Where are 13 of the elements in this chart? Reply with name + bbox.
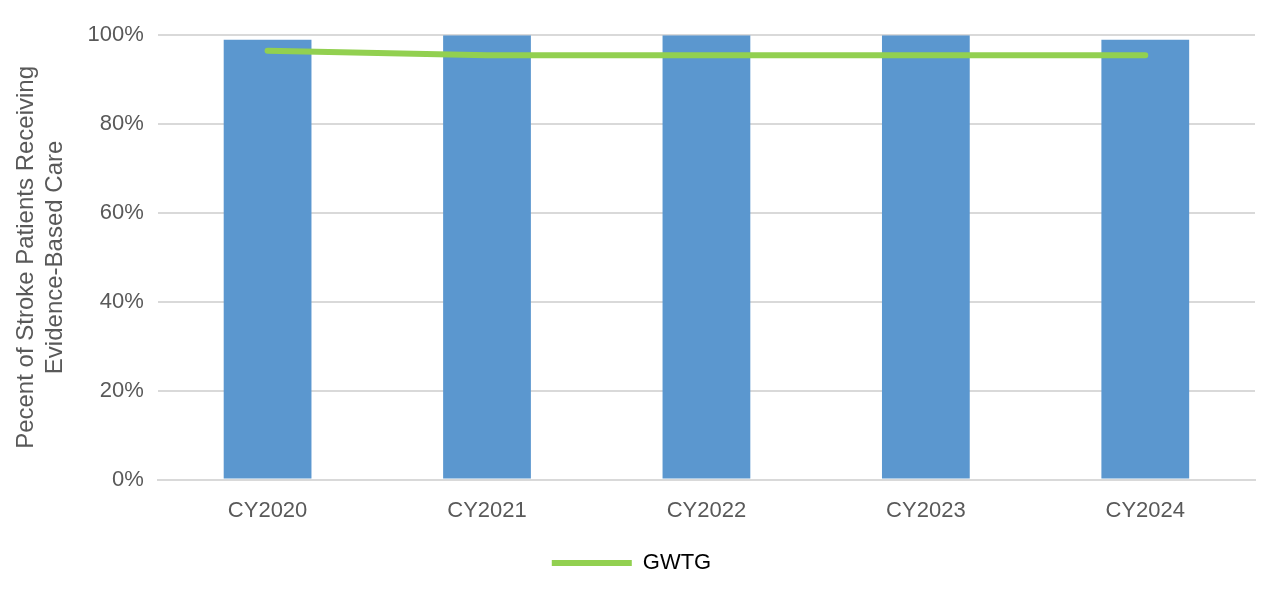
y-tick-label: 0% xyxy=(112,465,144,491)
y-tick-label: 100% xyxy=(87,21,144,47)
x-tick-label: CY2023 xyxy=(886,496,966,522)
y-axis-title: Pecent of Stroke Patients Receiving Evidence-Based Care xyxy=(11,65,67,449)
x-tick-label: CY2021 xyxy=(447,496,527,522)
legend-label: GWTG xyxy=(642,549,712,575)
x-tick-label: CY2022 xyxy=(666,496,747,522)
x-tick-label: CY2024 xyxy=(1105,496,1186,522)
x-tick-label: CY2020 xyxy=(227,496,308,522)
y-tick-label: 20% xyxy=(99,376,144,402)
y-tick-label: 40% xyxy=(99,287,144,313)
y-tick-label: 80% xyxy=(99,110,144,136)
y-tick-label: 60% xyxy=(99,199,144,225)
